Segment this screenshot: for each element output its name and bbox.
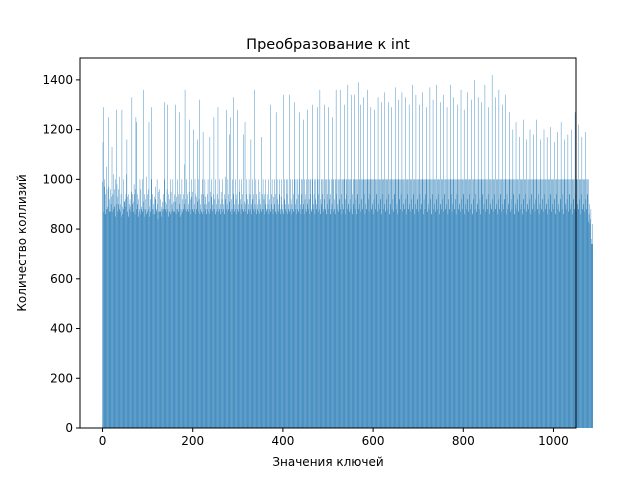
y-tick-label: 200 xyxy=(50,371,73,385)
plot-frame xyxy=(79,57,577,429)
x-tick-label: 400 xyxy=(271,434,294,448)
y-axis-label: Количество коллизий xyxy=(15,174,29,311)
y-tick-label: 1200 xyxy=(42,123,73,137)
x-tick-label: 0 xyxy=(99,434,107,448)
x-tick-label: 200 xyxy=(181,434,204,448)
x-axis-label: Значения ключей xyxy=(272,455,383,469)
y-tick-label: 800 xyxy=(50,222,73,236)
x-tick-label: 800 xyxy=(452,434,475,448)
y-tick-label: 400 xyxy=(50,322,73,336)
y-tick-label: 1400 xyxy=(42,73,73,87)
x-tick-label: 1000 xyxy=(538,434,569,448)
y-tick-label: 600 xyxy=(50,272,73,286)
bars-group xyxy=(102,74,593,429)
x-axis: 0 200 400 600 800 1000 xyxy=(99,428,569,448)
chart-title: Преобразование к int xyxy=(246,37,410,53)
y-axis: 0 200 400 600 800 1000 1200 1400 xyxy=(42,73,80,435)
y-tick-label: 0 xyxy=(65,421,73,435)
y-tick-label: 1000 xyxy=(42,172,73,186)
x-tick-label: 600 xyxy=(362,434,385,448)
